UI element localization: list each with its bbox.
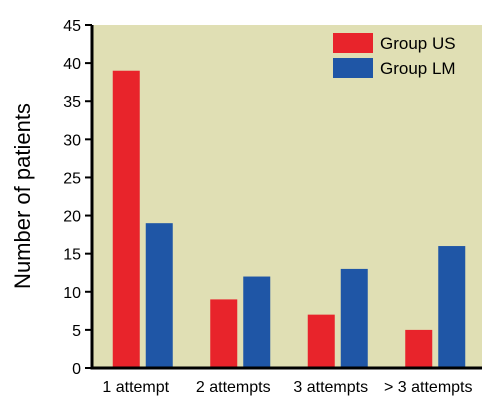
y-axis-title: Number of patients: [10, 103, 35, 289]
x-tick-label: 2 attempts: [196, 379, 271, 396]
y-tick-label: 40: [63, 56, 81, 73]
y-tick-label: 30: [63, 132, 81, 149]
axes: [90, 25, 482, 370]
y-tick-label: 5: [72, 323, 81, 340]
bars: [112, 70, 466, 368]
bar-lm-2: [243, 276, 271, 368]
bar-lm-3: [340, 268, 368, 368]
legend-swatch-lm: [333, 58, 373, 78]
y-tick-label: 20: [63, 209, 81, 226]
y-tick-label: 35: [63, 94, 81, 111]
bar-us-2: [210, 299, 238, 368]
bar-lm-4: [438, 246, 466, 368]
x-tick-label: 3 attempts: [293, 379, 368, 396]
x-tick-label: 1 attempt: [102, 379, 169, 396]
bar-us-3: [307, 314, 335, 368]
legend-label-lm: Group LM: [380, 59, 456, 78]
legend-label-us: Group US: [380, 34, 456, 53]
bar-us-4: [405, 329, 433, 368]
y-tick-label: 25: [63, 170, 81, 187]
x-tick-label: > 3 attempts: [384, 379, 473, 396]
legend-swatch-us: [333, 33, 373, 53]
y-tick-label: 45: [63, 18, 81, 35]
y-tick-label: 10: [63, 285, 81, 302]
bar-lm-1: [145, 223, 173, 368]
bar-us-1: [112, 70, 140, 368]
y-tick-label: 0: [72, 361, 81, 378]
x-axis-ticks: 1 attempt 2 attempts 3 attempts > 3 attempt…: [102, 379, 472, 396]
y-axis-ticks: 0 5 10 15 20 25 30 35 40 45: [63, 18, 92, 378]
y-tick-label: 15: [63, 247, 81, 264]
legend: Group US Group LM: [333, 33, 456, 78]
